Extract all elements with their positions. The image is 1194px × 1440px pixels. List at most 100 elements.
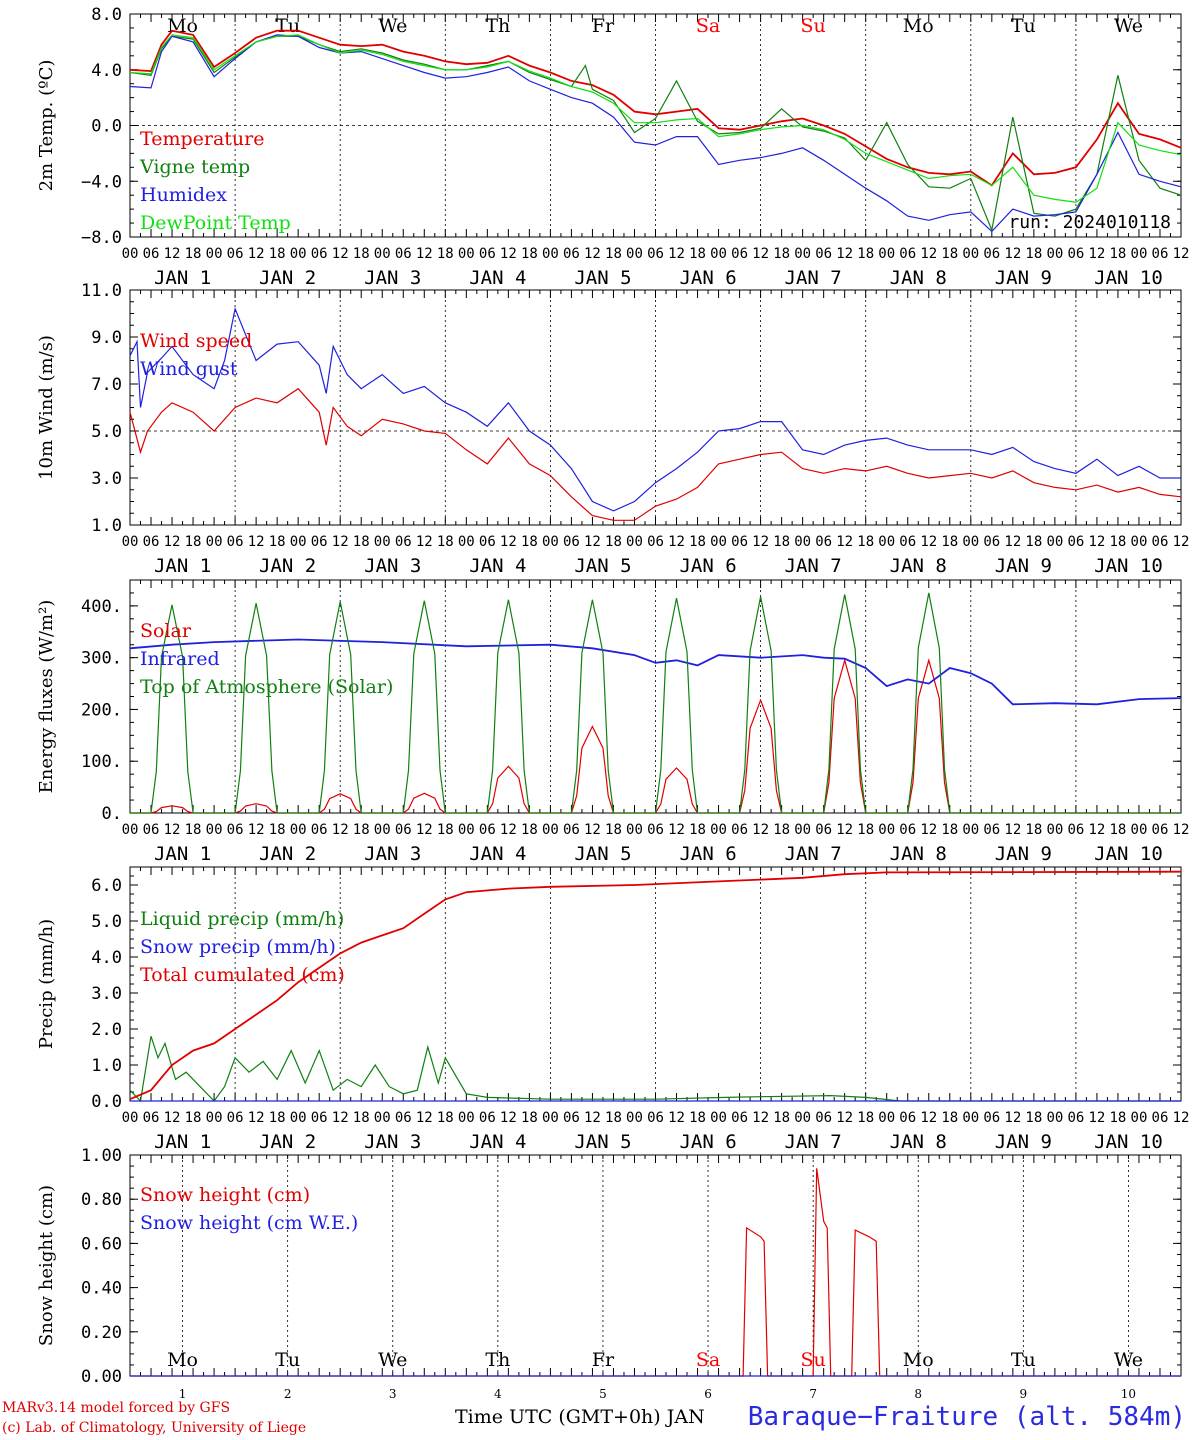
hour-tick-label: 00 <box>542 1110 559 1126</box>
hour-tick-label: 06 <box>395 822 412 838</box>
hour-tick-label: 06 <box>395 1110 412 1126</box>
hour-tick-label: 18 <box>1110 1110 1127 1126</box>
weekday-label: Th <box>485 15 510 37</box>
hour-tick-label: 18 <box>353 1110 370 1126</box>
hour-tick-label: 18 <box>269 534 286 550</box>
hour-tick-label: 00 <box>878 246 895 262</box>
y-tick-label: 0.40 <box>81 1279 122 1299</box>
y-tick-label: 0.0 <box>91 117 122 137</box>
hour-tick-label: 06 <box>647 534 664 550</box>
legend-entry: Snow precip (mm/h) <box>140 936 336 958</box>
panel-3: 400. 300. 200. 100. 0. Energy fluxes (W/m²) 00… <box>36 579 1189 865</box>
hour-tick-label: 12 <box>248 1110 265 1126</box>
date-label: JAN 3 <box>364 843 421 865</box>
weekday-label: Sa <box>696 15 720 37</box>
hour-tick-label: 06 <box>1067 534 1084 550</box>
hour-tick-label: 00 <box>1131 534 1148 550</box>
panel-5: 1.00 0.80 0.60 0.40 0.20 0.00 Snow height (cm)… <box>36 1146 1182 1401</box>
hour-tick-label: 06 <box>983 1110 1000 1126</box>
hour-tick-label: 12 <box>668 822 685 838</box>
hour-tick-label: 12 <box>248 246 265 262</box>
date-label: JAN 6 <box>679 1131 736 1153</box>
day-number-label: 5 <box>599 1387 607 1401</box>
hour-tick-label: 00 <box>542 246 559 262</box>
legend-entry: Liquid precip (mm/h) <box>140 908 344 930</box>
hour-tick-label: 12 <box>1088 1110 1105 1126</box>
date-label: JAN 8 <box>890 843 947 865</box>
hour-tick-label: 18 <box>437 1110 454 1126</box>
legend-entry: Wind gust <box>140 358 238 380</box>
hour-tick-label: 18 <box>353 822 370 838</box>
hour-tick-label: 06 <box>395 534 412 550</box>
hour-tick-label: 00 <box>458 246 475 262</box>
hour-tick-label: 00 <box>962 822 979 838</box>
hour-tick-label: 06 <box>899 1110 916 1126</box>
hour-tick-label: 18 <box>1110 246 1127 262</box>
hour-tick-label: 06 <box>563 246 580 262</box>
hour-tick-label: 06 <box>143 534 160 550</box>
hour-tick-label: 06 <box>143 822 160 838</box>
hour-tick-label: 00 <box>710 246 727 262</box>
date-label: JAN 5 <box>574 1131 631 1153</box>
y-tick-label: 4.0 <box>91 948 122 968</box>
y-tick-label: 300. <box>81 649 122 669</box>
hour-tick-label: 06 <box>1152 1110 1169 1126</box>
y-tick-label: 1.00 <box>81 1146 122 1166</box>
legend-entry: Solar <box>140 620 192 642</box>
y-tick-label: 0. <box>102 804 122 824</box>
hour-tick-label: 12 <box>668 534 685 550</box>
date-label: JAN 1 <box>154 555 211 577</box>
hour-tick-label: 18 <box>1025 246 1042 262</box>
hour-tick-label: 18 <box>1110 822 1127 838</box>
hour-tick-label: 12 <box>752 822 769 838</box>
hour-tick-label: 00 <box>794 822 811 838</box>
hour-tick-label: 18 <box>1025 534 1042 550</box>
time-axis-label: Time UTC (GMT+0h) JAN <box>455 1406 705 1428</box>
hour-tick-label: 12 <box>416 1110 433 1126</box>
y-tick-label: 4.0 <box>91 61 122 81</box>
y-axis-label: Snow height (cm) <box>36 1185 57 1346</box>
date-label: JAN 2 <box>259 267 316 289</box>
weekday-label: Tu <box>275 15 300 37</box>
hour-tick-label: 12 <box>836 822 853 838</box>
hour-tick-label: 12 <box>920 534 937 550</box>
hour-tick-label: 18 <box>605 822 622 838</box>
weekday-label: We <box>378 15 407 37</box>
y-tick-label: 8.0 <box>91 5 122 25</box>
legend-entry: DewPoint Temp <box>140 212 291 234</box>
hour-tick-label: 18 <box>689 1110 706 1126</box>
hour-tick-label: 18 <box>269 822 286 838</box>
date-label: JAN 3 <box>364 1131 421 1153</box>
day-number-label: 9 <box>1020 1387 1028 1401</box>
day-number-label: 7 <box>809 1387 817 1401</box>
hour-tick-label: 12 <box>332 1110 349 1126</box>
y-tick-label: 1.0 <box>91 1056 122 1076</box>
hour-tick-label: 12 <box>416 822 433 838</box>
weekday-label: Mo <box>903 15 934 37</box>
hour-tick-label: 06 <box>899 534 916 550</box>
hour-tick-label: 18 <box>773 534 790 550</box>
legend-entry: Infrared <box>140 648 220 670</box>
hour-tick-label: 00 <box>122 246 139 262</box>
y-tick-label: 9.0 <box>91 328 122 348</box>
hour-tick-label: 12 <box>164 246 181 262</box>
hour-tick-label: 06 <box>1067 822 1084 838</box>
y-axis-label: Precip (mm/h) <box>36 919 57 1049</box>
hour-tick-label: 06 <box>647 246 664 262</box>
hour-tick-label: 00 <box>206 534 223 550</box>
hour-tick-label: 12 <box>332 246 349 262</box>
hour-tick-label: 12 <box>248 534 265 550</box>
y-tick-label: 200. <box>81 700 122 720</box>
hour-tick-label: 12 <box>500 1110 517 1126</box>
hour-tick-label: 12 <box>584 534 601 550</box>
weekday-label: Mo <box>903 1349 934 1371</box>
hour-tick-label: 06 <box>311 1110 328 1126</box>
hour-tick-label: 18 <box>437 534 454 550</box>
hour-tick-label: 18 <box>353 534 370 550</box>
hour-tick-label: 18 <box>857 822 874 838</box>
date-label: JAN 5 <box>574 555 631 577</box>
weekday-label: Tu <box>1011 15 1036 37</box>
hour-tick-label: 00 <box>374 246 391 262</box>
hour-tick-label: 12 <box>332 534 349 550</box>
hour-tick-label: 06 <box>395 246 412 262</box>
